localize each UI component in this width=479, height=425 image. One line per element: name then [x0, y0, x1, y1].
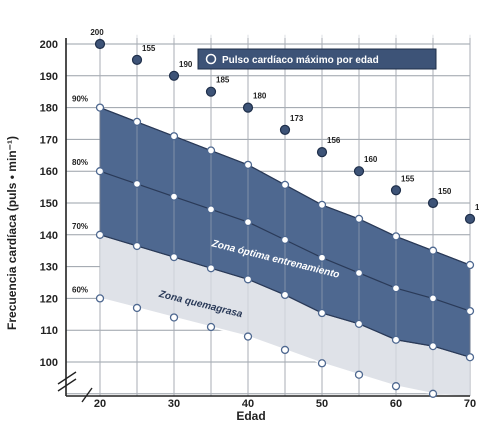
series-point: [206, 264, 216, 273]
series-point: [95, 167, 105, 176]
y-axis-label: Frecuencia cardíaca (puls • min⁻¹): [5, 136, 19, 330]
x-tick-label: 60: [390, 398, 402, 410]
x-tick-label: 20: [94, 398, 106, 410]
x-tick-label: 50: [316, 398, 328, 410]
axis-break-mark: [57, 378, 77, 392]
series-point: [243, 275, 253, 284]
series-label: 60%: [72, 285, 88, 294]
y-tick-label: 180: [40, 103, 58, 115]
max-pulse-label: 156: [327, 136, 341, 145]
legend-box: Pulso cardíaco máximo por edad: [197, 48, 437, 70]
series-point: [391, 335, 401, 344]
x-tick-label: 40: [242, 398, 254, 410]
max-pulse-label: 155: [401, 174, 415, 183]
y-tick-label: 100: [40, 357, 58, 369]
max-pulse-point: [427, 197, 439, 209]
series-label: 90%: [72, 95, 88, 104]
axis-break-mark: [81, 387, 93, 403]
series-label: 80%: [72, 158, 88, 167]
series-point: [243, 332, 253, 341]
max-pulse-label: 185: [216, 76, 230, 85]
y-tick-label: 130: [40, 262, 58, 274]
axis-break-mark: [57, 371, 77, 385]
series-point: [317, 308, 327, 318]
zones-layer: [99, 34, 471, 396]
series-point: [169, 313, 179, 322]
series-point: [354, 214, 364, 224]
series-point: [132, 241, 142, 251]
series-point: [243, 217, 253, 227]
x-axis-label: Edad: [236, 409, 265, 423]
max-pulse-point: [316, 147, 328, 158]
series-point: [391, 284, 401, 293]
max-pulse-point: [464, 213, 476, 224]
max-pulse-label: 160: [364, 155, 378, 164]
series-point: [132, 303, 142, 313]
y-tick-label: 200: [40, 39, 58, 51]
series-point: [428, 246, 438, 255]
series-point: [317, 253, 327, 262]
series-point: [206, 146, 216, 155]
series-point: [391, 232, 401, 241]
max-pulse-point: [353, 166, 365, 177]
series-point: [169, 192, 179, 201]
max-pulse-point: [131, 54, 143, 66]
series-point: [465, 353, 475, 362]
series-point: [95, 230, 105, 239]
series-point: [132, 117, 142, 127]
axes: 100 110 120 130 140 150 160 170 180 190 200 20 30 40 5…: [40, 38, 476, 410]
series-point: [317, 359, 327, 368]
max-pulse-label: 200: [90, 28, 104, 37]
series-point: [391, 382, 401, 391]
series-point: [280, 345, 290, 355]
series-point: [95, 294, 105, 303]
series-point: [354, 268, 364, 278]
series-point: [317, 200, 327, 210]
max-pulse-point: [168, 70, 180, 81]
max-pulse-label: 150: [438, 187, 452, 196]
series-point: [132, 179, 142, 189]
series-point: [169, 132, 179, 141]
y-tick-label: 190: [40, 71, 58, 83]
y-tick-label: 120: [40, 293, 58, 305]
series-point: [428, 294, 438, 303]
series-point: [354, 319, 364, 328]
series-point: [428, 389, 438, 398]
series-point: [243, 160, 253, 169]
y-tick-label: 110: [40, 325, 58, 337]
max-pulse-point: [279, 124, 291, 135]
max-pulse-point: [390, 185, 402, 196]
points-layer: [94, 38, 476, 398]
series-point: [465, 306, 475, 316]
series-point: [465, 260, 475, 270]
x-tick-label: 70: [464, 398, 476, 410]
max-pulse-point: [94, 38, 106, 50]
series-point: [169, 252, 179, 262]
series-point: [280, 235, 290, 245]
series-point: [428, 341, 438, 351]
series-point: [354, 370, 364, 379]
series-label: 70%: [72, 222, 88, 231]
max-pulse-point: [205, 86, 217, 97]
series-line-60pct: [99, 297, 434, 395]
series-point: [280, 180, 290, 190]
max-pulse-label: 155: [142, 44, 156, 53]
series-point: [206, 205, 216, 214]
y-tick-label: 160: [40, 166, 58, 178]
series-point: [280, 290, 290, 300]
max-pulse-label: 180: [253, 92, 267, 101]
y-tick-label: 170: [40, 134, 58, 146]
max-pulse-point: [242, 102, 254, 113]
max-pulse-label: 145: [475, 203, 479, 212]
max-pulse-label: 190: [179, 60, 193, 69]
chart-title: Pulso cardíaco máximo por edad: [222, 55, 379, 66]
y-tick-label: 150: [40, 198, 58, 210]
max-pulse-label: 173: [290, 114, 304, 123]
y-tick-label: 140: [40, 230, 58, 242]
series-point: [95, 103, 105, 112]
series-point: [206, 322, 216, 332]
x-tick-label: 30: [168, 398, 180, 410]
